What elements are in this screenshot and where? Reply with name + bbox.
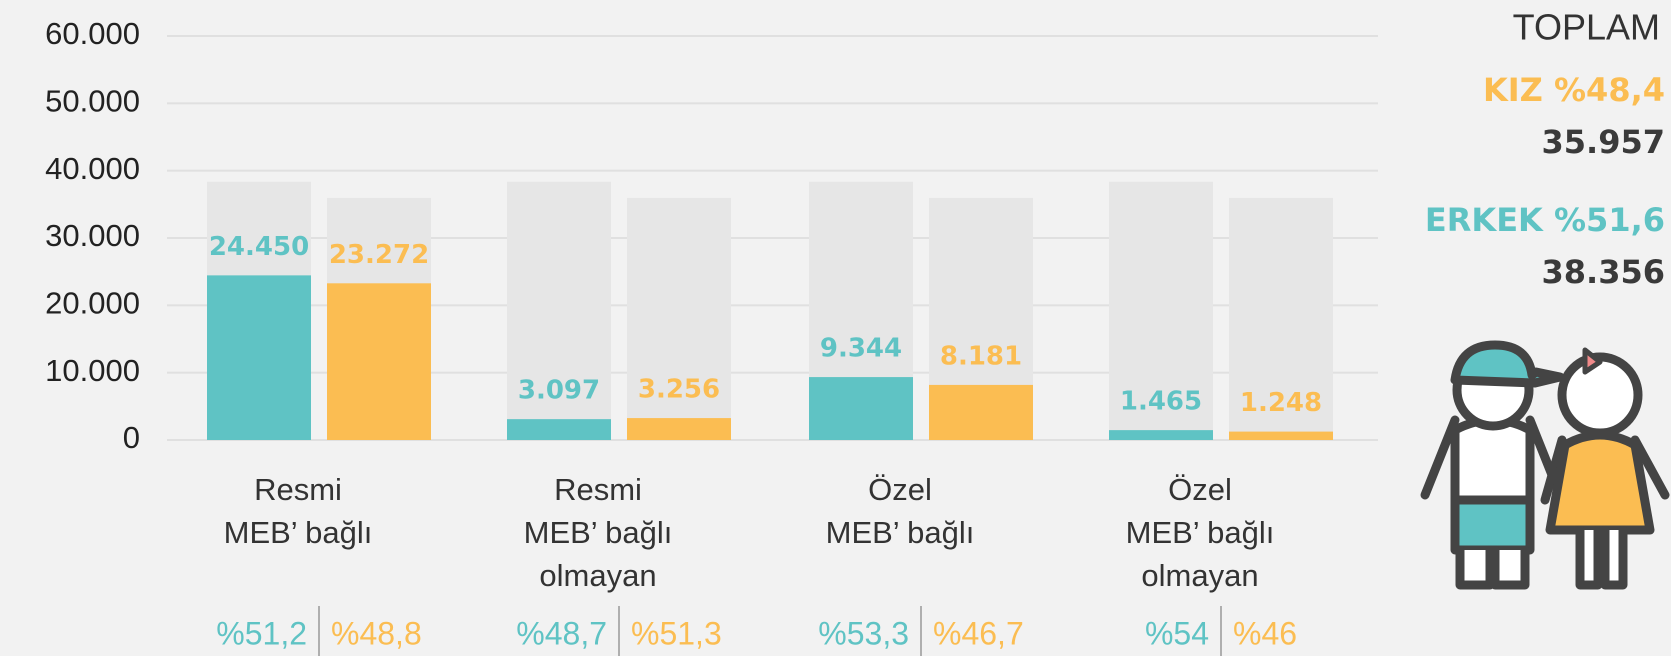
x-tick-label: MEB’ bağlı <box>524 515 673 550</box>
bar <box>207 275 311 440</box>
y-tick-label: 30.000 <box>45 218 140 253</box>
bar <box>1109 430 1213 440</box>
share-label: %48,8 <box>331 615 422 651</box>
value-label: 24.450 <box>209 232 309 262</box>
x-tick-label: MEB’ bağlı <box>826 515 975 550</box>
share-label: %53,3 <box>818 615 909 651</box>
bar <box>929 385 1033 440</box>
share-label: %48,7 <box>516 615 607 651</box>
x-tick-label: Özel <box>868 472 932 507</box>
value-label: 1.465 <box>1120 387 1202 417</box>
bar <box>327 283 431 440</box>
bar <box>1229 432 1333 440</box>
y-tick-label: 20.000 <box>45 286 140 321</box>
total-value: 38.356 <box>1542 253 1665 291</box>
x-tick-label: Özel <box>1168 472 1232 507</box>
share-label: %51,3 <box>631 615 722 651</box>
chart: TOPLAM 0 10.000 20.000 30.000 40.000 50.000 60… <box>0 0 1671 656</box>
y-tick-label: 60.000 <box>45 16 140 51</box>
bar <box>507 419 611 440</box>
total-label: ERKEK %51,6 <box>1425 201 1665 239</box>
bar <box>627 418 731 440</box>
value-label: 1.248 <box>1240 388 1322 418</box>
value-label: 23.272 <box>329 240 429 270</box>
value-label: 3.097 <box>518 376 600 406</box>
value-label: 9.344 <box>820 334 902 364</box>
total-label: KIZ %48,4 <box>1483 71 1665 109</box>
y-tick-label: 50.000 <box>45 84 140 119</box>
share-label: %51,2 <box>216 615 307 651</box>
y-tick-label: 40.000 <box>45 151 140 186</box>
x-tick-label: olmayan <box>1141 558 1258 593</box>
total-value: 35.957 <box>1542 123 1665 161</box>
x-tick-label: MEB’ bağlı <box>1126 515 1275 550</box>
share-label: %46 <box>1233 615 1297 651</box>
value-label: 8.181 <box>940 341 1022 371</box>
share-label: %54 <box>1145 615 1209 651</box>
x-tick-label: olmayan <box>539 558 656 593</box>
bar <box>809 377 913 440</box>
y-tick-label: 0 <box>123 420 140 455</box>
totals-title: TOPLAM <box>1513 7 1660 48</box>
y-tick-label: 10.000 <box>45 353 140 388</box>
value-label: 3.256 <box>638 375 720 405</box>
x-tick-label: Resmi <box>554 472 642 507</box>
x-tick-label: Resmi <box>254 472 342 507</box>
share-label: %46,7 <box>933 615 1024 651</box>
x-tick-label: MEB’ bağlı <box>224 515 373 550</box>
